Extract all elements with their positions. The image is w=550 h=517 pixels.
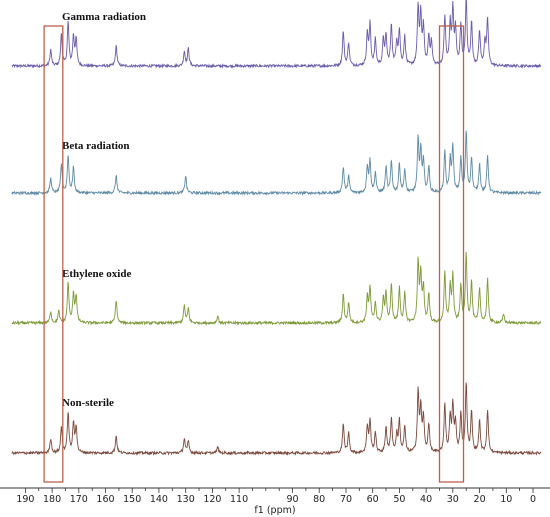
x-tick-label: 40	[420, 494, 432, 505]
x-axis-label: f1 (ppm)	[254, 505, 295, 516]
spectrum-line-ethylene-oxide	[11, 251, 542, 326]
x-tick-label: 150	[123, 494, 141, 505]
highlight-boxes	[43, 25, 465, 483]
x-tick-label: 0	[530, 494, 536, 505]
x-tick-label: 20	[474, 494, 486, 505]
x-tick-label: 140	[150, 494, 168, 505]
x-tick-label: 90	[286, 494, 298, 505]
x-tick-label: 110	[230, 494, 248, 505]
x-axis: 190 180 170 160 150 140 130 120 110 90 80 70 60 50 40 3…	[0, 487, 550, 516]
x-tick-label: 30	[447, 494, 459, 505]
spectrum-traces	[11, 0, 542, 456]
x-tick-label: 180	[43, 494, 61, 505]
x-tick-label: 10	[500, 494, 512, 505]
series-labels: Gamma radiation Beta radiation Ethylene …	[62, 11, 146, 409]
series-label-non-sterile: Non-sterile	[62, 397, 114, 409]
highlight-box-2	[438, 25, 465, 483]
x-tick-label: 50	[393, 494, 405, 505]
x-tick-label: 130	[177, 494, 195, 505]
spectrum-line-beta	[11, 130, 542, 197]
spectrum-line-gamma	[11, 0, 542, 70]
series-label-ethylene-oxide: Ethylene oxide	[62, 268, 131, 280]
x-tick-label: 80	[313, 494, 325, 505]
spectrum-line-non-sterile	[11, 382, 542, 456]
x-tick-label: 190	[16, 494, 34, 505]
x-tick-label: 170	[70, 494, 88, 505]
series-label-beta: Beta radiation	[62, 140, 130, 152]
series-label-gamma: Gamma radiation	[62, 11, 146, 23]
x-axis-ticks: 190 180 170 160 150 140 130 120 110 90 80 70 60 50 40 3…	[16, 488, 536, 505]
highlight-box-1	[43, 25, 64, 483]
x-tick-label: 60	[367, 494, 379, 505]
x-tick-label: 160	[96, 494, 114, 505]
x-tick-label: 120	[203, 494, 221, 505]
x-tick-label: 70	[340, 494, 352, 505]
